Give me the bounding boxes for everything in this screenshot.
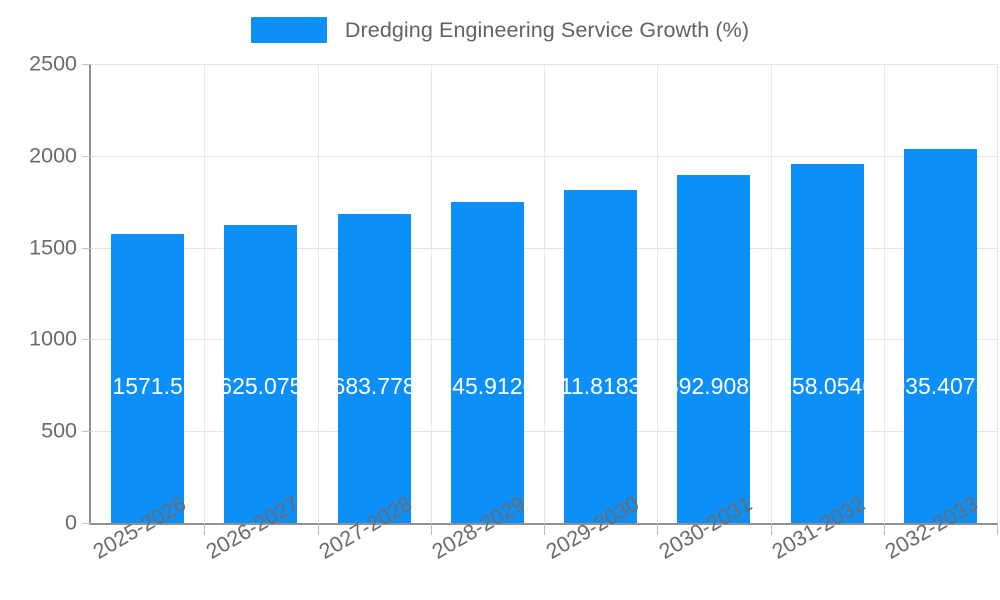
- bar[interactable]: 1958.05464: [790, 163, 864, 523]
- y-axis-label: 500: [41, 418, 77, 443]
- bar[interactable]: 2035.40735: [903, 149, 977, 523]
- legend-entry-label: Dredging Engineering Service Growth (%): [344, 17, 750, 42]
- legend-swatch-icon: [250, 17, 327, 43]
- bar-value-label: 1892.90817: [677, 373, 750, 399]
- x-gridline: [544, 64, 545, 523]
- x-gridline: [997, 64, 998, 523]
- bar-value-label: 1683.7781: [337, 373, 411, 399]
- y-gridline: [90, 64, 997, 65]
- y-axis-label: 0: [65, 510, 77, 535]
- x-axis-tick: [884, 523, 885, 535]
- bar-value-label: 1811.818335: [564, 373, 638, 399]
- y-axis-tick: [82, 247, 91, 249]
- bar[interactable]: 1811.818335: [564, 190, 638, 523]
- y-gridline: [90, 431, 997, 433]
- bar-value-label: 2035.40735: [904, 373, 977, 399]
- bar[interactable]: 1683.7781: [337, 213, 411, 523]
- y-axis-label: 2000: [29, 143, 77, 168]
- bar-value-label: 1958.05464: [791, 373, 864, 399]
- x-axis-tick: [431, 523, 432, 535]
- y-axis-label: 1500: [29, 235, 77, 260]
- x-axis-tick: [997, 523, 998, 535]
- x-gridline: [884, 64, 885, 523]
- plot-area: 050010001500200025001571.52025-20261625.…: [29, 52, 998, 564]
- bar[interactable]: 1745.91269: [450, 202, 524, 523]
- y-axis-tick: [82, 523, 91, 524]
- bar-value-label: 1745.91269: [451, 373, 524, 399]
- x-axis-tick: [771, 523, 772, 535]
- y-gridline: [90, 339, 997, 341]
- y-axis-tick: [82, 64, 91, 65]
- y-axis-label: 2500: [29, 51, 77, 76]
- x-gridline: [204, 64, 205, 523]
- bar[interactable]: 1571.5: [111, 234, 185, 523]
- y-axis-tick: [82, 155, 91, 157]
- bar[interactable]: 1625.0759: [224, 224, 298, 523]
- x-axis-tick: [544, 523, 545, 535]
- x-gridline: [657, 64, 658, 523]
- y-axis-tick: [82, 339, 91, 341]
- y-axis-tick: [82, 431, 91, 433]
- y-axis-label: 1000: [29, 326, 77, 351]
- x-axis-tick: [204, 523, 205, 535]
- bar-value-label: 1571.5: [112, 373, 183, 399]
- x-axis-tick: [657, 523, 658, 535]
- x-gridline: [771, 64, 772, 523]
- bar-value-label: 1625.0759: [224, 373, 298, 399]
- y-gridline: [90, 247, 997, 249]
- x-gridline: [318, 64, 319, 523]
- x-axis-tick: [318, 523, 319, 535]
- bar[interactable]: 1892.90817: [677, 175, 751, 523]
- y-gridline: [90, 155, 997, 157]
- chart-legend: Dredging Engineering Service Growth (%): [0, 12, 1000, 48]
- x-gridline: [431, 64, 432, 523]
